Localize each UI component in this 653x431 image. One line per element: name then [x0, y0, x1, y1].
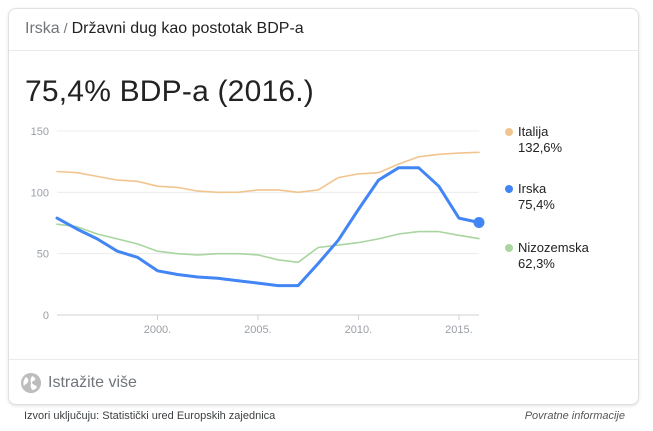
legend-name-nizozemska: Nizozemska — [518, 240, 589, 255]
y-tick-label-50: 50 — [37, 249, 49, 261]
headline-value: 75,4% BDP-a (2016.) — [25, 75, 314, 108]
explore-more-label: Istražite više — [48, 374, 137, 391]
knowledge-card: Irska / Državni dug kao postotak BDP-a 75,… — [8, 8, 639, 405]
breadcrumb-country-link[interactable]: Irska — [25, 20, 60, 37]
series-line-italija — [56, 151, 480, 194]
legend-text-nizozemska: Nizozemska 62,3% — [518, 240, 589, 272]
y-tick-label-100: 100 — [31, 187, 49, 199]
line-chart[interactable]: 0 50 100 150 2000. 2005. 2010. 2015. — [9, 119, 499, 349]
breadcrumb-separator: / — [63, 20, 68, 36]
highlight-point — [473, 217, 485, 229]
x-tick-label-2005: 2005. — [244, 324, 272, 336]
globe-icon — [21, 373, 41, 393]
footer-divider — [9, 359, 638, 360]
feedback-link[interactable]: Povratne informacije — [524, 410, 625, 422]
legend-value-nizozemska: 62,3% — [518, 256, 555, 271]
legend-dot-nizozemska — [505, 244, 513, 252]
series-line-nizozemska — [56, 223, 480, 264]
legend-value-italija: 132,6% — [518, 140, 563, 155]
x-tick-label-2015: 2015. — [445, 324, 473, 336]
breadcrumb: Irska / Državni dug kao postotak BDP-a — [25, 20, 304, 38]
x-tick-label-2000: 2000. — [144, 324, 172, 336]
y-tick-label-0: 0 — [43, 310, 49, 322]
breadcrumb-topic: Državni dug kao postotak BDP-a — [71, 20, 304, 37]
y-tick-label-150: 150 — [31, 126, 49, 138]
series-line-irska — [55, 166, 481, 288]
sources-text: Izvori uključuju: Statistički ured Europ… — [24, 410, 276, 422]
legend-dot-italija — [505, 128, 513, 136]
legend-name-italija: Italija — [518, 124, 549, 139]
explore-more-button[interactable]: Istražite više — [21, 372, 137, 394]
x-tick-label-2010: 2010. — [345, 324, 373, 336]
legend-text-irska: Irska 75,4% — [518, 181, 555, 213]
legend-text-italija: Italija 132,6% — [518, 124, 562, 156]
legend-value-irska: 75,4% — [518, 197, 555, 212]
legend-name-irska: Irska — [518, 181, 547, 196]
header-divider — [9, 50, 638, 51]
legend-dot-irska — [505, 185, 513, 193]
